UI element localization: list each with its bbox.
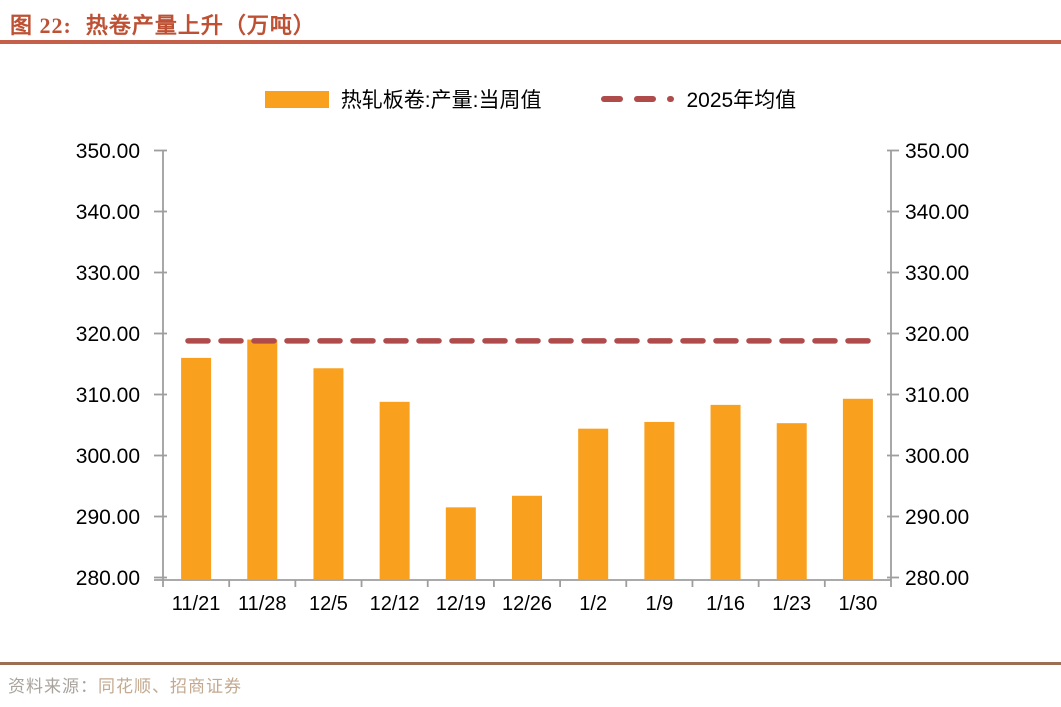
axes [154, 149, 899, 587]
dashed-line-swatch-icon [601, 96, 675, 102]
svg-text:290.00: 290.00 [76, 506, 140, 529]
bar-12/26 [512, 495, 542, 579]
footer-divider-rule [0, 662, 1061, 665]
svg-text:340.00: 340.00 [76, 201, 140, 224]
bar-12/19 [445, 507, 476, 579]
bar-1/2 [578, 428, 609, 579]
svg-text:310.00: 310.00 [905, 384, 969, 407]
figure-number-label: 图 22: [10, 13, 72, 38]
svg-text:1/2: 1/2 [579, 593, 607, 615]
svg-text:12/5: 12/5 [309, 593, 348, 615]
source-prefix: 资料来源： [8, 677, 98, 696]
legend-item-bar-series: 热轧板卷:产量:当周值 [264, 84, 542, 114]
svg-text:320.00: 320.00 [905, 323, 969, 346]
svg-text:11/28: 11/28 [238, 593, 287, 615]
figure-title: 图 22: 热卷产量上升（万吨） [10, 8, 316, 40]
source-note: 资料来源：同花顺、招商证券 [8, 672, 242, 697]
bar-series-swatch-icon [264, 90, 329, 108]
svg-text:12/12: 12/12 [370, 593, 420, 615]
figure-title-text: 热卷产量上升（万吨） [85, 13, 316, 38]
bar-1/16 [710, 404, 741, 579]
svg-text:340.00: 340.00 [905, 201, 969, 224]
bar-series [181, 339, 873, 579]
svg-text:330.00: 330.00 [905, 262, 969, 285]
svg-text:11/21: 11/21 [172, 593, 221, 615]
svg-text:290.00: 290.00 [905, 506, 969, 529]
svg-text:300.00: 300.00 [905, 445, 969, 468]
svg-text:310.00: 310.00 [76, 384, 140, 407]
svg-text:350.00: 350.00 [905, 140, 969, 163]
source-names: 同花顺、招商证券 [98, 677, 242, 696]
bar-1/23 [776, 423, 807, 579]
svg-text:1/9: 1/9 [645, 593, 673, 615]
svg-text:350.00: 350.00 [76, 140, 140, 163]
chart-legend: 热轧板卷:产量:当周值 2025年均值 [0, 84, 1061, 114]
x-tick-labels: 11/21 11/28 12/5 12/12 12/19 12/26 1/2 1/9 1/16 1… [172, 593, 878, 615]
y-tick-labels: 280.00 280.00 290.00 290.00 300.00 300.00 310.… [76, 140, 969, 590]
svg-text:12/19: 12/19 [436, 593, 486, 615]
svg-text:280.00: 280.00 [76, 567, 140, 590]
bar-11/28 [247, 339, 278, 579]
svg-text:12/26: 12/26 [502, 593, 552, 615]
svg-text:1/30: 1/30 [838, 593, 877, 615]
bar-11/21 [181, 357, 212, 579]
svg-text:1/16: 1/16 [706, 593, 745, 615]
svg-text:330.00: 330.00 [76, 262, 140, 285]
svg-text:320.00: 320.00 [76, 323, 140, 346]
legend-item-mean-line: 2025年均值 [555, 84, 796, 114]
bar-1/9 [644, 421, 675, 579]
bar-12/5 [313, 368, 344, 579]
svg-text:300.00: 300.00 [76, 445, 140, 468]
bar-series-label: 热轧板卷:产量:当周值 [340, 89, 542, 112]
bar-1/30 [842, 398, 873, 579]
svg-text:280.00: 280.00 [905, 567, 969, 590]
title-divider-rule [0, 40, 1061, 44]
svg-text:1/23: 1/23 [772, 593, 811, 615]
bar-12/12 [379, 401, 410, 579]
mean-line-label: 2025年均值 [686, 89, 797, 112]
